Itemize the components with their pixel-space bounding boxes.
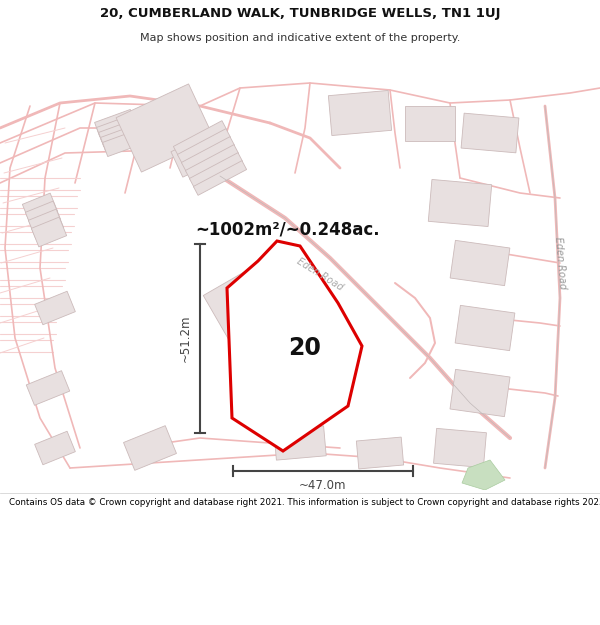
Polygon shape [274, 426, 326, 460]
Polygon shape [35, 431, 76, 465]
Polygon shape [103, 129, 143, 156]
Polygon shape [450, 369, 510, 417]
Polygon shape [428, 179, 492, 226]
Polygon shape [35, 291, 76, 325]
Text: ~51.2m: ~51.2m [179, 315, 192, 362]
Polygon shape [405, 106, 455, 141]
Polygon shape [178, 129, 230, 163]
Text: Eden Road: Eden Road [295, 256, 345, 293]
Polygon shape [185, 144, 239, 179]
Polygon shape [328, 91, 392, 136]
Text: ~47.0m: ~47.0m [299, 479, 347, 492]
Text: Map shows position and indicative extent of the property.: Map shows position and indicative extent… [140, 32, 460, 43]
Polygon shape [95, 109, 136, 136]
Polygon shape [31, 217, 67, 247]
Text: 20: 20 [289, 336, 322, 360]
Text: 20, CUMBERLAND WALK, TUNBRIDGE WELLS, TN1 1UJ: 20, CUMBERLAND WALK, TUNBRIDGE WELLS, TN… [100, 8, 500, 20]
Polygon shape [124, 426, 176, 471]
Polygon shape [455, 306, 515, 351]
Text: Contains OS data © Crown copyright and database right 2021. This information is : Contains OS data © Crown copyright and d… [9, 498, 600, 507]
Polygon shape [26, 371, 70, 406]
Polygon shape [98, 119, 139, 146]
Polygon shape [116, 84, 214, 172]
Polygon shape [173, 121, 227, 156]
Polygon shape [22, 193, 58, 223]
Polygon shape [434, 428, 487, 468]
Polygon shape [190, 152, 242, 188]
Text: Eden Road: Eden Road [553, 236, 567, 289]
Polygon shape [101, 124, 142, 151]
Polygon shape [171, 135, 219, 177]
Polygon shape [227, 241, 362, 451]
Text: ~1002m²/~0.248ac.: ~1002m²/~0.248ac. [195, 220, 380, 238]
Polygon shape [97, 114, 137, 141]
Polygon shape [193, 161, 247, 196]
Polygon shape [25, 201, 61, 231]
Polygon shape [203, 266, 293, 361]
Polygon shape [461, 113, 519, 153]
Polygon shape [181, 137, 235, 171]
Polygon shape [462, 460, 505, 490]
Polygon shape [356, 437, 404, 469]
Polygon shape [450, 241, 510, 286]
Polygon shape [28, 209, 64, 239]
